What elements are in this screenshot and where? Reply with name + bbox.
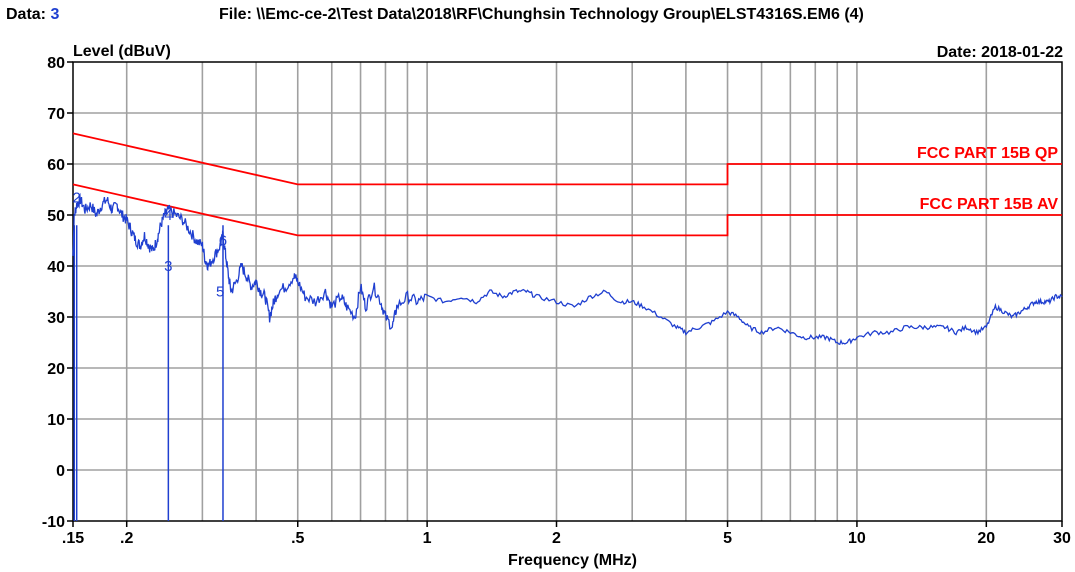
x-axis-label: Frequency (MHz) xyxy=(508,552,637,569)
x-tick-label: .2 xyxy=(120,530,133,547)
marker-label-6: 6 xyxy=(219,233,227,250)
marker-label-3: 3 xyxy=(164,258,172,275)
limit-label-av: FCC PART 15B AV xyxy=(920,196,1059,213)
data-prefix: Data: xyxy=(6,6,47,23)
x-tick-label: 1 xyxy=(423,530,432,547)
date-label: Date: 2018-01-22 xyxy=(936,44,1063,61)
measurement-trace xyxy=(72,192,1063,346)
y-tick-label: 30 xyxy=(47,310,65,327)
y-tick-label: 0 xyxy=(56,463,65,480)
y-tick-label: 10 xyxy=(47,412,65,429)
y-axis-label: Level (dBuV) xyxy=(73,43,171,60)
x-tick-label: .5 xyxy=(291,530,304,547)
y-tick-label: 50 xyxy=(47,208,65,225)
marker-label-5: 5 xyxy=(216,284,224,301)
marker-label-2: 2 xyxy=(73,189,81,206)
limit-line-av xyxy=(72,183,1062,237)
y-tick-label: -10 xyxy=(42,514,65,531)
limit-label-qp: FCC PART 15B QP xyxy=(917,145,1058,162)
x-tick-label: 30 xyxy=(1053,530,1071,547)
y-tick-label: 40 xyxy=(47,259,65,276)
marker-label-4: 4 xyxy=(164,207,172,224)
data-value: 3 xyxy=(50,6,60,23)
x-tick-label: 2 xyxy=(552,530,561,547)
data-label: Data: 3 xyxy=(6,6,59,24)
y-tick-label: 20 xyxy=(47,361,65,378)
x-tick-label: 10 xyxy=(848,530,866,547)
x-tick-label: 20 xyxy=(977,530,995,547)
x-tick-label: .15 xyxy=(62,530,84,547)
y-tick-label: 70 xyxy=(47,106,65,123)
limit-line-qp xyxy=(72,132,1062,186)
plot-frame xyxy=(72,61,1063,522)
file-path-label: File: \\Emc-ce-2\Test Data\2018\RF\Chung… xyxy=(219,6,864,23)
x-tick-label: 5 xyxy=(723,530,732,547)
y-tick-label: 60 xyxy=(47,157,65,174)
y-tick-label: 80 xyxy=(47,55,65,72)
